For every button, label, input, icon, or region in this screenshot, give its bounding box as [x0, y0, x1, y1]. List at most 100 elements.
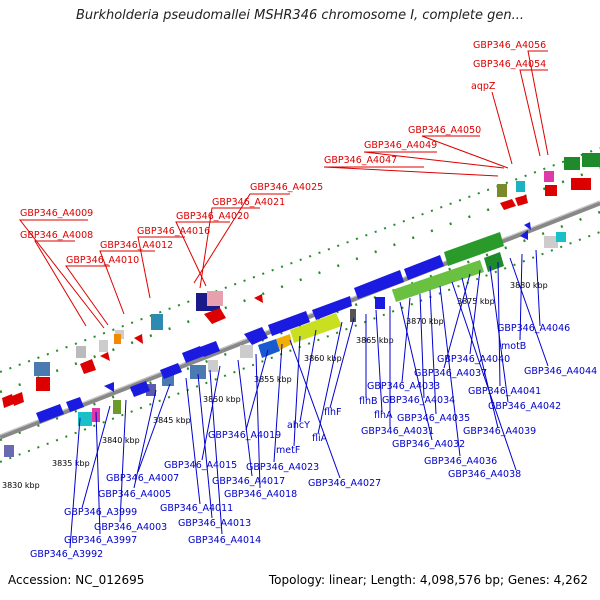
- gene-block: [78, 412, 92, 426]
- gene-label[interactable]: GBP346_A4009: [20, 208, 93, 219]
- gene-label[interactable]: GBP346_A4049: [364, 140, 437, 151]
- gene-label[interactable]: GBP346_A4035: [397, 413, 470, 424]
- gene-features: [2, 153, 600, 457]
- bottom-gene-label-text: GBP346_A4046 motB GBP346_A4044 GBP346_A4…: [30, 323, 597, 560]
- gene-block: [444, 232, 504, 266]
- gene-label[interactable]: GBP346_A4042: [488, 401, 561, 412]
- gene-arrow: [130, 381, 150, 397]
- gene-label[interactable]: GBP346_A4012: [100, 240, 173, 251]
- gene-label[interactable]: GBP346_A3997: [64, 535, 137, 546]
- gene-label[interactable]: GBP346_A4047: [324, 155, 397, 166]
- gene-label[interactable]: GBP346_A4050: [408, 125, 481, 136]
- gene-arrow: [160, 363, 182, 379]
- gene-block: [207, 291, 223, 306]
- gene-block: [350, 309, 356, 322]
- gene-block: [545, 185, 557, 196]
- gene-block: [4, 445, 14, 457]
- gene-arrow: [100, 352, 110, 361]
- gene-block: [36, 377, 50, 391]
- kbp-label: 3855 kbp: [254, 375, 292, 384]
- gene-label[interactable]: flhB: [359, 396, 378, 407]
- kbp-label: 3835 kbp: [52, 459, 90, 468]
- kbp-label: 3880 kbp: [510, 281, 548, 290]
- gene-block: [276, 334, 292, 350]
- gene-arrow: [12, 392, 24, 406]
- kbp-label: 3865 kbp: [356, 336, 394, 345]
- gene-block: [113, 400, 121, 414]
- gene-label[interactable]: metF: [276, 445, 300, 456]
- gene-block: [151, 314, 163, 330]
- gene-label[interactable]: GBP346_A4017: [212, 476, 285, 487]
- gene-label[interactable]: GBP346_A4054: [473, 59, 546, 70]
- gene-block: [240, 345, 253, 358]
- gene-block: [190, 365, 206, 379]
- gene-label[interactable]: GBP346_A4014: [188, 535, 261, 546]
- gene-block: [544, 236, 558, 248]
- gene-label[interactable]: GBP346_A4046: [497, 323, 570, 334]
- gene-label[interactable]: GBP346_A4023: [246, 462, 319, 473]
- gene-label[interactable]: GBP346_A4018: [224, 489, 297, 500]
- gene-label[interactable]: aqpZ: [471, 81, 496, 92]
- gene-block: [114, 334, 121, 344]
- gene-arrow: [524, 222, 531, 230]
- gene-arrow: [200, 341, 220, 357]
- gene-label[interactable]: GBP346_A4040: [437, 354, 510, 365]
- gene-block: [556, 232, 566, 242]
- gene-label[interactable]: GBP346_A4007: [106, 473, 179, 484]
- gene-block: [258, 339, 280, 358]
- gene-block: [290, 313, 342, 343]
- gene-label[interactable]: GBP346_A4011: [160, 503, 233, 514]
- gene-label[interactable]: GBP346_A4056: [473, 40, 546, 51]
- gene-label[interactable]: GBP346_A3999: [64, 507, 137, 518]
- kbp-label: 3845 kbp: [153, 416, 191, 425]
- kbp-label: 3850 kbp: [203, 395, 241, 404]
- gene-label[interactable]: GBP346_A4033: [367, 381, 440, 392]
- gene-block: [375, 297, 385, 309]
- track-guides: [0, 147, 600, 463]
- gene-label[interactable]: GBP346_A4037: [414, 368, 487, 379]
- gene-label[interactable]: GBP346_A4019: [208, 430, 281, 441]
- gene-label[interactable]: flhF: [324, 407, 341, 418]
- gene-block: [564, 157, 580, 170]
- gene-label[interactable]: GBP346_A4016: [137, 226, 210, 237]
- gene-label[interactable]: GBP346_A4031: [361, 426, 434, 437]
- gene-label[interactable]: GBP346_A4032: [392, 439, 465, 450]
- gene-label[interactable]: GBP346_A4044: [524, 366, 597, 377]
- gene-label[interactable]: GBP346_A4013: [178, 518, 251, 529]
- gene-label[interactable]: GBP346_A4036: [424, 456, 497, 467]
- gene-arrow: [354, 270, 404, 299]
- gene-arrow: [254, 294, 263, 303]
- gene-label[interactable]: motB: [501, 341, 526, 352]
- gene-arrow: [2, 394, 14, 408]
- kbp-label: 3870 kbp: [406, 317, 444, 326]
- gene-label[interactable]: GBP346_A4003: [94, 522, 167, 533]
- top-gene-label-text: GBP346_A4056 GBP346_A4054 aqpZ GBP346_A4…: [20, 40, 546, 266]
- gene-block: [76, 346, 86, 358]
- gene-label[interactable]: flhA: [374, 410, 393, 421]
- gene-arrow: [515, 195, 528, 206]
- gene-label[interactable]: GBP346_A4034: [382, 395, 455, 406]
- gene-label[interactable]: GBP346_A4010: [66, 255, 139, 266]
- gene-label[interactable]: GBP346_A4021: [212, 197, 285, 208]
- gene-label[interactable]: GBP346_A4015: [164, 460, 237, 471]
- gene-arrow: [244, 327, 268, 345]
- gene-label[interactable]: GBP346_A4039: [463, 426, 536, 437]
- gene-label[interactable]: GBP346_A4005: [98, 489, 171, 500]
- gene-arrow: [134, 334, 143, 344]
- gene-block: [99, 340, 108, 352]
- gene-label[interactable]: GBP346_A4008: [20, 230, 93, 241]
- gene-label[interactable]: GBP346_A4020: [176, 211, 249, 222]
- gene-label[interactable]: GBP346_A3992: [30, 549, 103, 560]
- gene-block: [582, 153, 600, 167]
- gene-label[interactable]: GBP346_A4038: [448, 469, 521, 480]
- topology-text: Topology: linear; Length: 4,098,576 bp; …: [268, 573, 588, 587]
- gene-arrow: [520, 230, 528, 240]
- gene-label[interactable]: GBP346_A4027: [308, 478, 381, 489]
- gene-arrow: [66, 397, 84, 412]
- gene-label[interactable]: ahcY: [287, 420, 310, 431]
- gene-label[interactable]: GBP346_A4041: [468, 386, 541, 397]
- top-gene-labels: [18, 50, 549, 329]
- gene-label[interactable]: fliA: [312, 433, 328, 444]
- gene-label[interactable]: GBP346_A4025: [250, 182, 323, 193]
